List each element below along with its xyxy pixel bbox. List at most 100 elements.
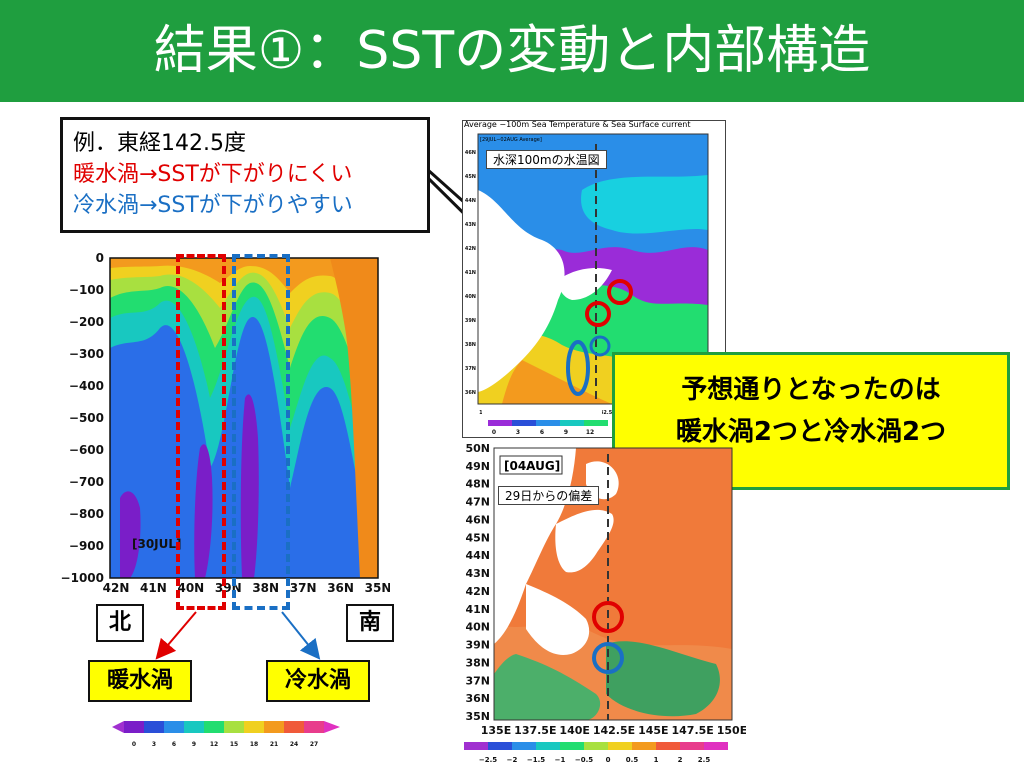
latitude-tick-label: 42N (465, 585, 490, 598)
section-colorbar: 0 3 6 9 12 15 18 21 24 27 (112, 721, 340, 748)
longitude-tick-label: 147.5E (672, 724, 714, 737)
section-depth-axis: 0 −100 −200 −300 −400 −500 −600 −700 −800 −900 −10… (61, 251, 104, 585)
colorbar-tick-label: 9 (192, 741, 196, 748)
latitude-tick-label: 38N (465, 342, 476, 348)
latitude-tick-label: 36N (327, 581, 354, 595)
latitude-tick-label: 44N (465, 549, 490, 562)
colorbar-tick-label: 2 (678, 756, 683, 764)
cold-eddy-marker (566, 340, 590, 396)
warm-eddy-marker (585, 301, 611, 327)
latitude-tick-label: 40N (177, 581, 204, 595)
anomaly-map-lat-axis: 50N 49N 48N 47N 46N 45N 44N 43N 42N 41N 40N 39N 38N 3… (465, 444, 490, 723)
colorbar-tick-label: 0.5 (626, 756, 639, 764)
colorbar-tick-label: 2.5 (698, 756, 711, 764)
cold-eddy-marker (589, 335, 611, 357)
colorbar-tick-label: 27 (310, 741, 318, 748)
colorbar-tick-label: 15 (230, 741, 238, 748)
temperature-map-header: Average −100m Sea Temperature & Sea Surf… (464, 120, 691, 129)
latitude-tick-label: 41N (465, 603, 490, 616)
latitude-tick-label: 40N (465, 621, 490, 634)
depth-tick-label: −1000 (61, 571, 104, 585)
longitude-tick-label: 142.5E (593, 724, 635, 737)
depth-tick-label: −900 (69, 539, 104, 553)
anomaly-map-colorbar: −2.5 −2 −1.5 −1 −0.5 0 0.5 1 2 2.5 (464, 742, 728, 764)
colorbar-tick-label: −2 (507, 756, 518, 764)
warm-eddy-marker (607, 279, 633, 305)
temperature-map-lat-axis: 46N 45N 44N 43N 42N 41N 40N 39N 38N 37N 36N (465, 150, 476, 396)
cold-eddy-statement: 冷水渦→SSTが下がりやすい (73, 193, 353, 218)
latitude-tick-label: 36N (465, 390, 476, 396)
anomaly-map-lon-axis: 135E 137.5E 140E 142.5E 145E 147.5E 150E (481, 724, 746, 737)
colorbar-tick-label: 6 (172, 741, 176, 748)
longitude-tick-label: 142.5E (596, 410, 616, 416)
depth-tick-label: −500 (69, 411, 104, 425)
conclusion-line-1: 予想通りとなったのは (681, 375, 941, 405)
latitude-tick-label: 39N (465, 318, 476, 324)
latitude-tick-label: 39N (465, 639, 490, 652)
latitude-tick-label: 47N (465, 496, 490, 509)
anomaly-map-date-label: [04AUG] (504, 459, 560, 473)
latitude-tick-label: 43N (465, 222, 476, 228)
latitude-tick-label: 37N (465, 366, 476, 372)
example-callout: 例．東経142.5度 暖水渦→SSTが下がりにくい 冷水渦→SSTが下がりやすい (60, 117, 430, 233)
colorbar-tick-label: −2.5 (479, 756, 497, 764)
latitude-tick-label: 45N (465, 174, 476, 180)
depth-tick-label: −400 (69, 379, 104, 393)
longitude-tick-label: 150E (717, 724, 746, 737)
latitude-tick-label: 50N (465, 444, 490, 455)
colorbar-tick-label: 3 (152, 741, 156, 748)
latitude-tick-label: 41N (465, 270, 476, 276)
temperature-map-subheader: [29JUL−02AUG Average] (480, 137, 542, 143)
depth-tick-label: −200 (69, 315, 104, 329)
latitude-tick-label: 48N (465, 478, 490, 491)
latitude-tick-label: 42N (103, 581, 130, 595)
depth-tick-label: −100 (69, 283, 104, 297)
temperature-map-colorbar: 0 3 6 9 12 (488, 420, 608, 436)
latitude-tick-label: 44N (465, 198, 476, 204)
latitude-tick-label: 36N (465, 692, 490, 705)
warm-eddy-marker (592, 601, 624, 633)
south-label: 南 (346, 604, 394, 642)
colorbar-tick-label: 12 (586, 429, 594, 436)
depth-tick-label: 0 (96, 251, 104, 265)
latitude-tick-label: 41N (140, 581, 167, 595)
latitude-tick-label: 38N (252, 581, 279, 595)
colorbar-tick-label: 9 (564, 429, 568, 436)
cold-eddy-label: 冷水渦 (266, 660, 370, 702)
depth-tick-label: −700 (69, 475, 104, 489)
latitude-tick-label: 37N (290, 581, 317, 595)
latitude-tick-label: 45N (465, 531, 490, 544)
colorbar-tick-label: 1 (654, 756, 659, 764)
colorbar-tick-label: 18 (250, 741, 258, 748)
north-label: 北 (96, 604, 144, 642)
colorbar-tick-label: 3 (516, 429, 520, 436)
latitude-tick-label: 35N (365, 581, 390, 595)
colorbar-tick-label: −1 (555, 756, 566, 764)
longitude-tick-label: 137.5E (514, 724, 556, 737)
colorbar-tick-label: −1.5 (527, 756, 545, 764)
latitude-tick-label: 38N (465, 656, 490, 669)
warm-eddy-highlight-box (176, 254, 226, 610)
title-bar (0, 0, 1024, 102)
conclusion-line-2: 暖水渦2つと冷水渦2つ (675, 417, 947, 447)
colorbar-tick-label: 0 (606, 756, 611, 764)
slide-title: 結果①：SSTの変動と内部構造 (153, 21, 871, 81)
depth-tick-label: −600 (69, 443, 104, 457)
colorbar-tick-label: 24 (290, 741, 298, 748)
colorbar-tick-label: 0 (492, 429, 496, 436)
colorbar-tick-label: −0.5 (575, 756, 593, 764)
depth-tick-label: −800 (69, 507, 104, 521)
warm-eddy-label: 暖水渦 (88, 660, 192, 702)
anomaly-map-caption: 29日からの偏差 (498, 486, 600, 505)
latitude-tick-label: 42N (465, 246, 476, 252)
latitude-tick-label: 46N (465, 513, 490, 526)
colorbar-tick-label: 0 (132, 741, 136, 748)
depth-tick-label: −300 (69, 347, 104, 361)
warm-eddy-statement: 暖水渦→SSTが下がりにくい (73, 162, 353, 187)
latitude-tick-label: 40N (465, 294, 476, 300)
latitude-tick-label: 37N (465, 674, 490, 687)
latitude-tick-label: 46N (465, 150, 476, 156)
temperature-map-caption: 水深100mの水温図 (486, 150, 607, 169)
colorbar-tick-label: 21 (270, 741, 278, 748)
